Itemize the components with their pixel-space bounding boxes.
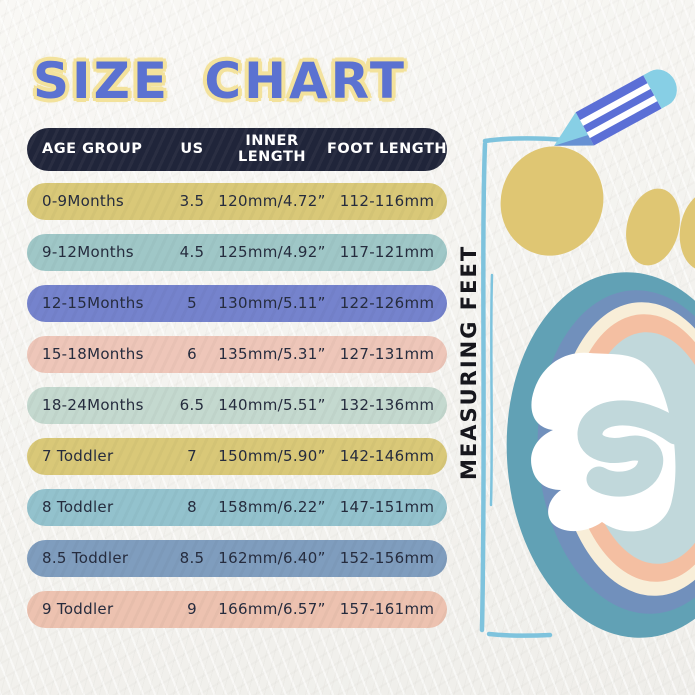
cell-inner-length: 130mm/5.11” xyxy=(218,293,326,312)
table-row: 15-18Months 6 135mm/5.31” 127-131mm xyxy=(27,336,447,373)
cell-age-group: 7 Toddler xyxy=(42,446,114,465)
cell-us-size: 6 xyxy=(187,344,197,363)
cell-inner-length: 125mm/4.92” xyxy=(218,242,326,261)
foot-illustration xyxy=(500,146,695,638)
cell-foot-length: 132-136mm xyxy=(339,395,435,414)
header-inner-length: INNER LENGTH xyxy=(238,133,306,165)
table-header-row: AGE GROUP US INNER LENGTH FOOT LENGTH xyxy=(27,128,447,171)
header-age-group: AGE GROUP xyxy=(42,140,143,157)
cell-foot-length: 127-131mm xyxy=(339,344,435,363)
cell-age-group: 12-15Months xyxy=(42,293,144,312)
cell-age-group: 18-24Months xyxy=(42,395,144,414)
table-row: 18-24Months 6.5 140mm/5.51” 132-136mm xyxy=(27,387,447,424)
cell-us-size: 3.5 xyxy=(179,191,205,210)
table-row: 12-15Months 5 130mm/5.11” 122-126mm xyxy=(27,285,447,322)
big-toe-shape xyxy=(500,146,604,256)
cell-foot-length: 142-146mm xyxy=(339,446,435,465)
cell-foot-length: 112-116mm xyxy=(339,191,435,210)
cell-inner-length: 135mm/5.31” xyxy=(218,344,326,363)
cell-inner-length: 158mm/6.22” xyxy=(218,497,326,516)
cell-foot-length: 122-126mm xyxy=(339,293,435,312)
pencil-icon xyxy=(554,69,677,146)
cell-foot-length: 147-151mm xyxy=(339,497,435,516)
header-us-size: US xyxy=(180,140,204,157)
cell-inner-length: 120mm/4.72” xyxy=(218,191,326,210)
cell-inner-length: 140mm/5.51” xyxy=(218,395,326,414)
cell-age-group: 15-18Months xyxy=(42,344,144,363)
cell-us-size: 4.5 xyxy=(179,242,205,261)
cell-age-group: 0-9Months xyxy=(42,191,125,210)
cell-age-group: 8.5 Toddler xyxy=(42,548,129,567)
middle-toe-shape xyxy=(626,188,680,266)
cell-age-group: 9-12Months xyxy=(42,242,134,261)
cell-inner-length: 166mm/6.57” xyxy=(218,599,326,618)
table-row: 0-9Months 3.5 120mm/4.72” 112-116mm xyxy=(27,183,447,220)
cell-us-size: 9 xyxy=(187,599,197,618)
table-row: 8 Toddler 8 158mm/6.22” 147-151mm xyxy=(27,489,447,526)
table-row: 9 Toddler 9 166mm/6.57” 157-161mm xyxy=(27,591,447,628)
cell-us-size: 8.5 xyxy=(179,548,205,567)
cell-us-size: 7 xyxy=(187,446,197,465)
size-chart-table: AGE GROUP US INNER LENGTH FOOT LENGTH 0-… xyxy=(27,128,447,628)
cell-inner-length: 162mm/6.40” xyxy=(218,548,326,567)
cell-us-size: 8 xyxy=(187,497,197,516)
table-row: 9-12Months 4.5 125mm/4.92” 117-121mm xyxy=(27,234,447,271)
cell-inner-length: 150mm/5.90” xyxy=(218,446,326,465)
cell-foot-length: 152-156mm xyxy=(339,548,435,567)
table-row: 7 Toddler 7 150mm/5.90” 142-146mm xyxy=(27,438,447,475)
cell-age-group: 8 Toddler xyxy=(42,497,114,516)
cell-us-size: 6.5 xyxy=(179,395,205,414)
page-title: SIZE CHART xyxy=(33,52,408,110)
size-table-rows: 0-9Months 3.5 120mm/4.72” 112-116mm 9-12… xyxy=(27,183,447,628)
cell-age-group: 9 Toddler xyxy=(42,599,114,618)
table-row: 8.5 Toddler 8.5 162mm/6.40” 152-156mm xyxy=(27,540,447,577)
cell-foot-length: 157-161mm xyxy=(339,599,435,618)
header-foot-length: FOOT LENGTH xyxy=(327,140,447,157)
measuring-feet-illustration: MEASURING FEET xyxy=(457,69,695,638)
cell-us-size: 5 xyxy=(187,293,197,312)
cell-foot-length: 117-121mm xyxy=(339,242,435,261)
measuring-feet-label: MEASURING FEET xyxy=(457,245,481,480)
footprint-squiggle xyxy=(577,400,689,497)
small-toe-shape xyxy=(679,191,695,271)
